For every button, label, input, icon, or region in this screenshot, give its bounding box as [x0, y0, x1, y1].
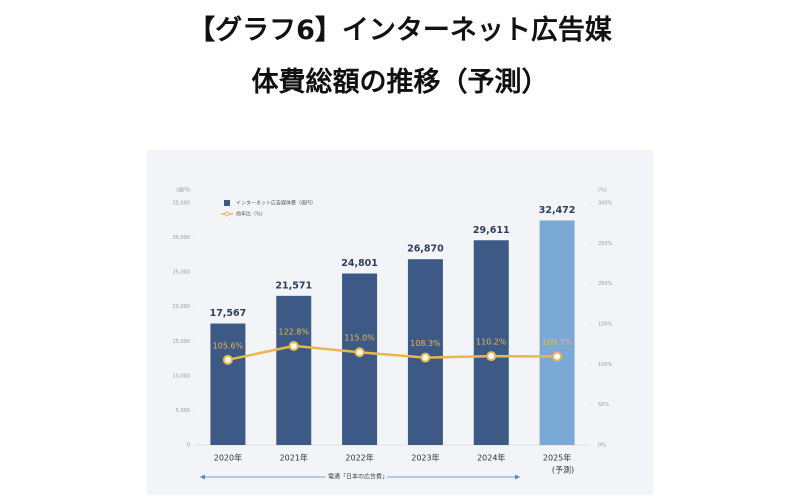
bar [276, 295, 312, 445]
y-tick-label: 10,000 [173, 373, 191, 379]
y2-tick-label: 300% [598, 201, 613, 207]
line-value-label: 115.0% [344, 334, 375, 343]
bar-value-label: 29,611 [473, 225, 510, 236]
bar-value-label: 17,567 [210, 308, 247, 319]
line-point [288, 340, 299, 351]
y-tick-label: 15,000 [173, 339, 191, 345]
bar-value-label: 21,571 [275, 280, 312, 291]
line-point [486, 351, 497, 362]
y-tick-label: 0 [187, 443, 190, 449]
line-value-label: 108.3% [410, 339, 441, 348]
line-value-label: 109.7% [542, 338, 573, 347]
chart-title: 体費総額の推移（予測） [251, 67, 549, 98]
y-tick-label: 25,000 [173, 270, 191, 276]
y2-tick-label: 0% [598, 443, 606, 449]
y-tick-label: 20,000 [173, 304, 191, 310]
forecast-note: (予測) [552, 465, 574, 475]
legend-label: インターネット広告媒体費（億円） [236, 200, 316, 207]
line-point [420, 352, 431, 363]
y2-tick-label: 50% [598, 402, 609, 408]
line-point [354, 347, 365, 358]
chart-title: 【グラフ6】インターネット広告媒 [188, 15, 612, 46]
bar-value-label: 32,472 [539, 205, 576, 216]
line-value-label: 122.8% [278, 327, 309, 336]
x-tick-label: 2023年 [411, 453, 439, 463]
x-tick-label: 2022年 [345, 453, 373, 463]
line-value-label: 105.6% [213, 341, 244, 350]
line-point [222, 354, 233, 365]
y2-unit: (%) [598, 188, 607, 194]
legend-swatch [224, 211, 230, 217]
x-tick-label: 2020年 [214, 453, 242, 463]
bar-value-label: 26,870 [407, 244, 444, 255]
bar [539, 220, 575, 445]
legend-swatch [224, 200, 230, 206]
y-tick-label: 5,000 [176, 408, 190, 414]
x-tick-label: 2024年 [477, 453, 505, 463]
y2-tick-label: 250% [598, 241, 613, 247]
source-note: 電通「日本の広告費」 [328, 473, 388, 481]
y-tick-label: 35,000 [173, 201, 191, 207]
bar [342, 273, 378, 445]
y2-tick-label: 100% [598, 362, 613, 368]
line-value-label: 110.2% [476, 338, 507, 347]
y2-tick-label: 200% [598, 281, 613, 287]
bar [473, 240, 509, 445]
bar [407, 259, 443, 445]
x-tick-label: 2025年 [543, 453, 571, 463]
legend-label: 前年比（%） [236, 211, 266, 218]
y2-tick-label: 150% [598, 322, 613, 328]
y-unit: (億円) [176, 187, 190, 194]
y-tick-label: 30,000 [173, 235, 191, 241]
bar [210, 323, 246, 445]
line-point [552, 351, 563, 362]
line [227, 344, 558, 362]
bar-value-label: 24,801 [341, 258, 378, 269]
x-tick-label: 2021年 [280, 453, 308, 463]
